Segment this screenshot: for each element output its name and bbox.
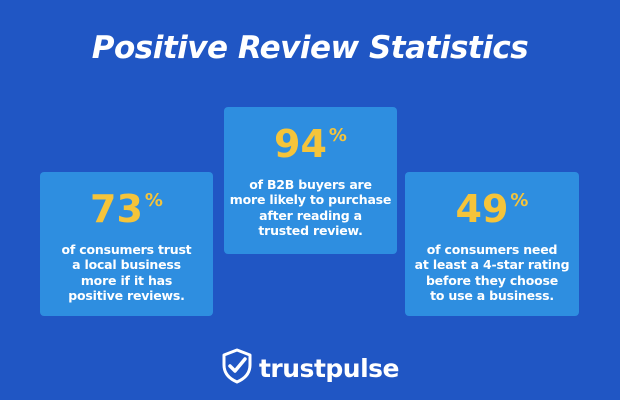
stat-description-line: of consumers need [426,242,558,257]
stat-description: of B2B buyers are more likely to purchas… [224,177,397,238]
brand-logo: trustpulse [0,348,620,389]
stat-description-line: before they choose [425,272,559,288]
stat-description-line: of B2B buyers are [249,177,372,192]
percent-sign: % [510,190,529,211]
page-title: Positive Review Statistics [91,30,529,66]
stat-description-line: more if it has [80,272,173,288]
percent-sign: % [328,125,347,146]
stat-description-line: a local business [72,257,181,273]
stat-value: 94% [274,122,347,166]
stat-description-line: after reading a [259,207,362,223]
stat-card-four-star: 49% of consumers need at least a 4-star … [405,172,579,316]
brand-name: trustpulse [258,354,400,383]
stat-description: of consumers need at least a 4-star rati… [405,242,579,303]
stat-description-line: more likely to purchase [229,192,392,208]
stat-card-b2b-buyers: 94% of B2B buyers are more likely to pur… [224,107,397,254]
stat-description: of consumers trust a local business more… [40,242,213,303]
percent-sign: % [144,190,163,211]
stat-value: 49% [455,187,529,231]
stat-description-line: trusted review. [258,222,363,238]
stat-description-line: at least a 4-star rating [414,257,570,273]
stat-description-line: of consumers trust [61,242,192,257]
stat-description-line: positive reviews. [68,287,185,303]
stat-description-line: to use a business. [430,287,554,303]
stat-card-trust-local: 73% of consumers trust a local business … [40,172,213,316]
stat-value: 73% [90,187,163,231]
shield-check-icon [221,348,253,389]
